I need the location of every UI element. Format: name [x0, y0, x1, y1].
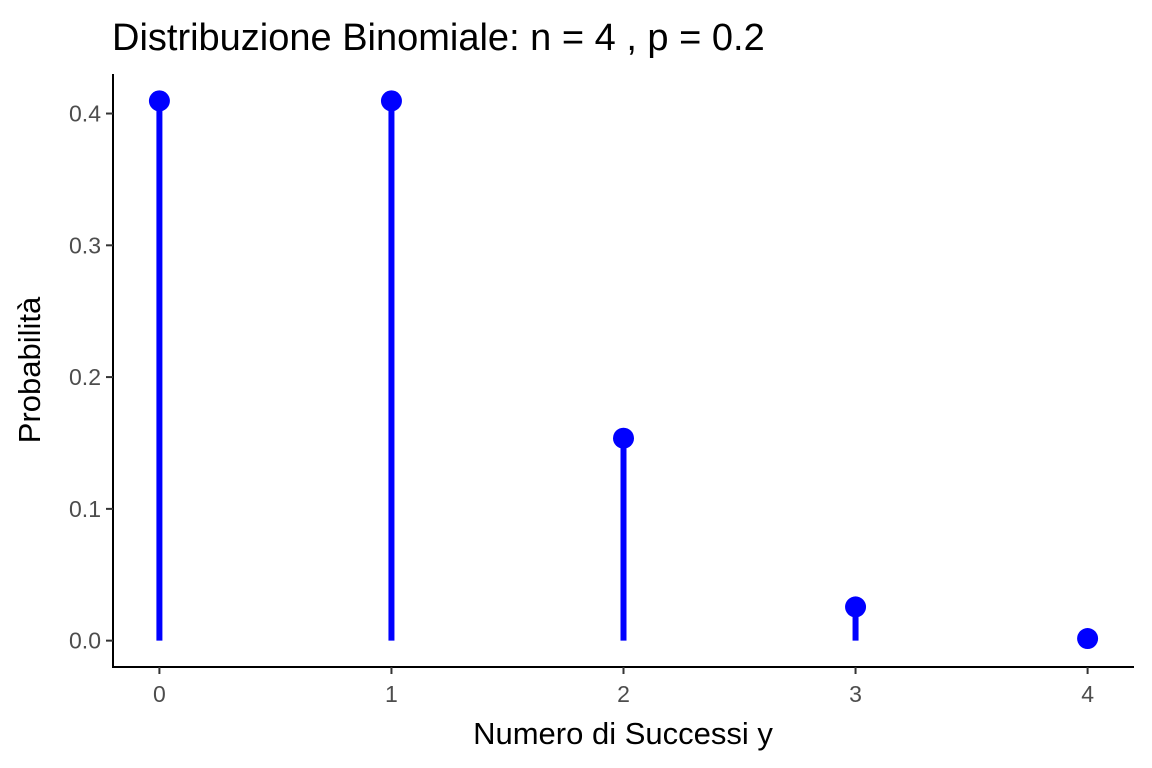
point-2	[613, 427, 634, 449]
x-tick-label: 4	[1081, 681, 1094, 707]
y-axis-ticks: 0.0 0.1 0.2 0.3 0.4	[69, 101, 113, 654]
x-axis-label: Numero di Successi y	[473, 716, 773, 751]
y-tick-label: 0.1	[69, 496, 101, 522]
point-3	[845, 596, 867, 618]
point-1	[380, 90, 402, 112]
x-axis-ticks: 0 1 2 3 4	[153, 667, 1094, 707]
point-0	[148, 90, 170, 112]
x-tick-label: 3	[849, 681, 862, 707]
chart-title: Distribuzione Binomiale: n = 4 , p = 0.2	[112, 17, 765, 59]
y-axis-label: Probabilità	[12, 296, 47, 443]
x-tick-label: 2	[617, 681, 630, 707]
point-4	[1077, 628, 1099, 650]
y-tick-label: 0.2	[69, 364, 101, 390]
x-tick-label: 0	[153, 681, 166, 707]
y-tick-label: 0.4	[69, 101, 101, 127]
plot-area	[148, 90, 1099, 650]
x-tick-label: 1	[385, 681, 398, 707]
y-tick-label: 0.0	[69, 628, 101, 654]
y-tick-label: 0.3	[69, 232, 101, 258]
